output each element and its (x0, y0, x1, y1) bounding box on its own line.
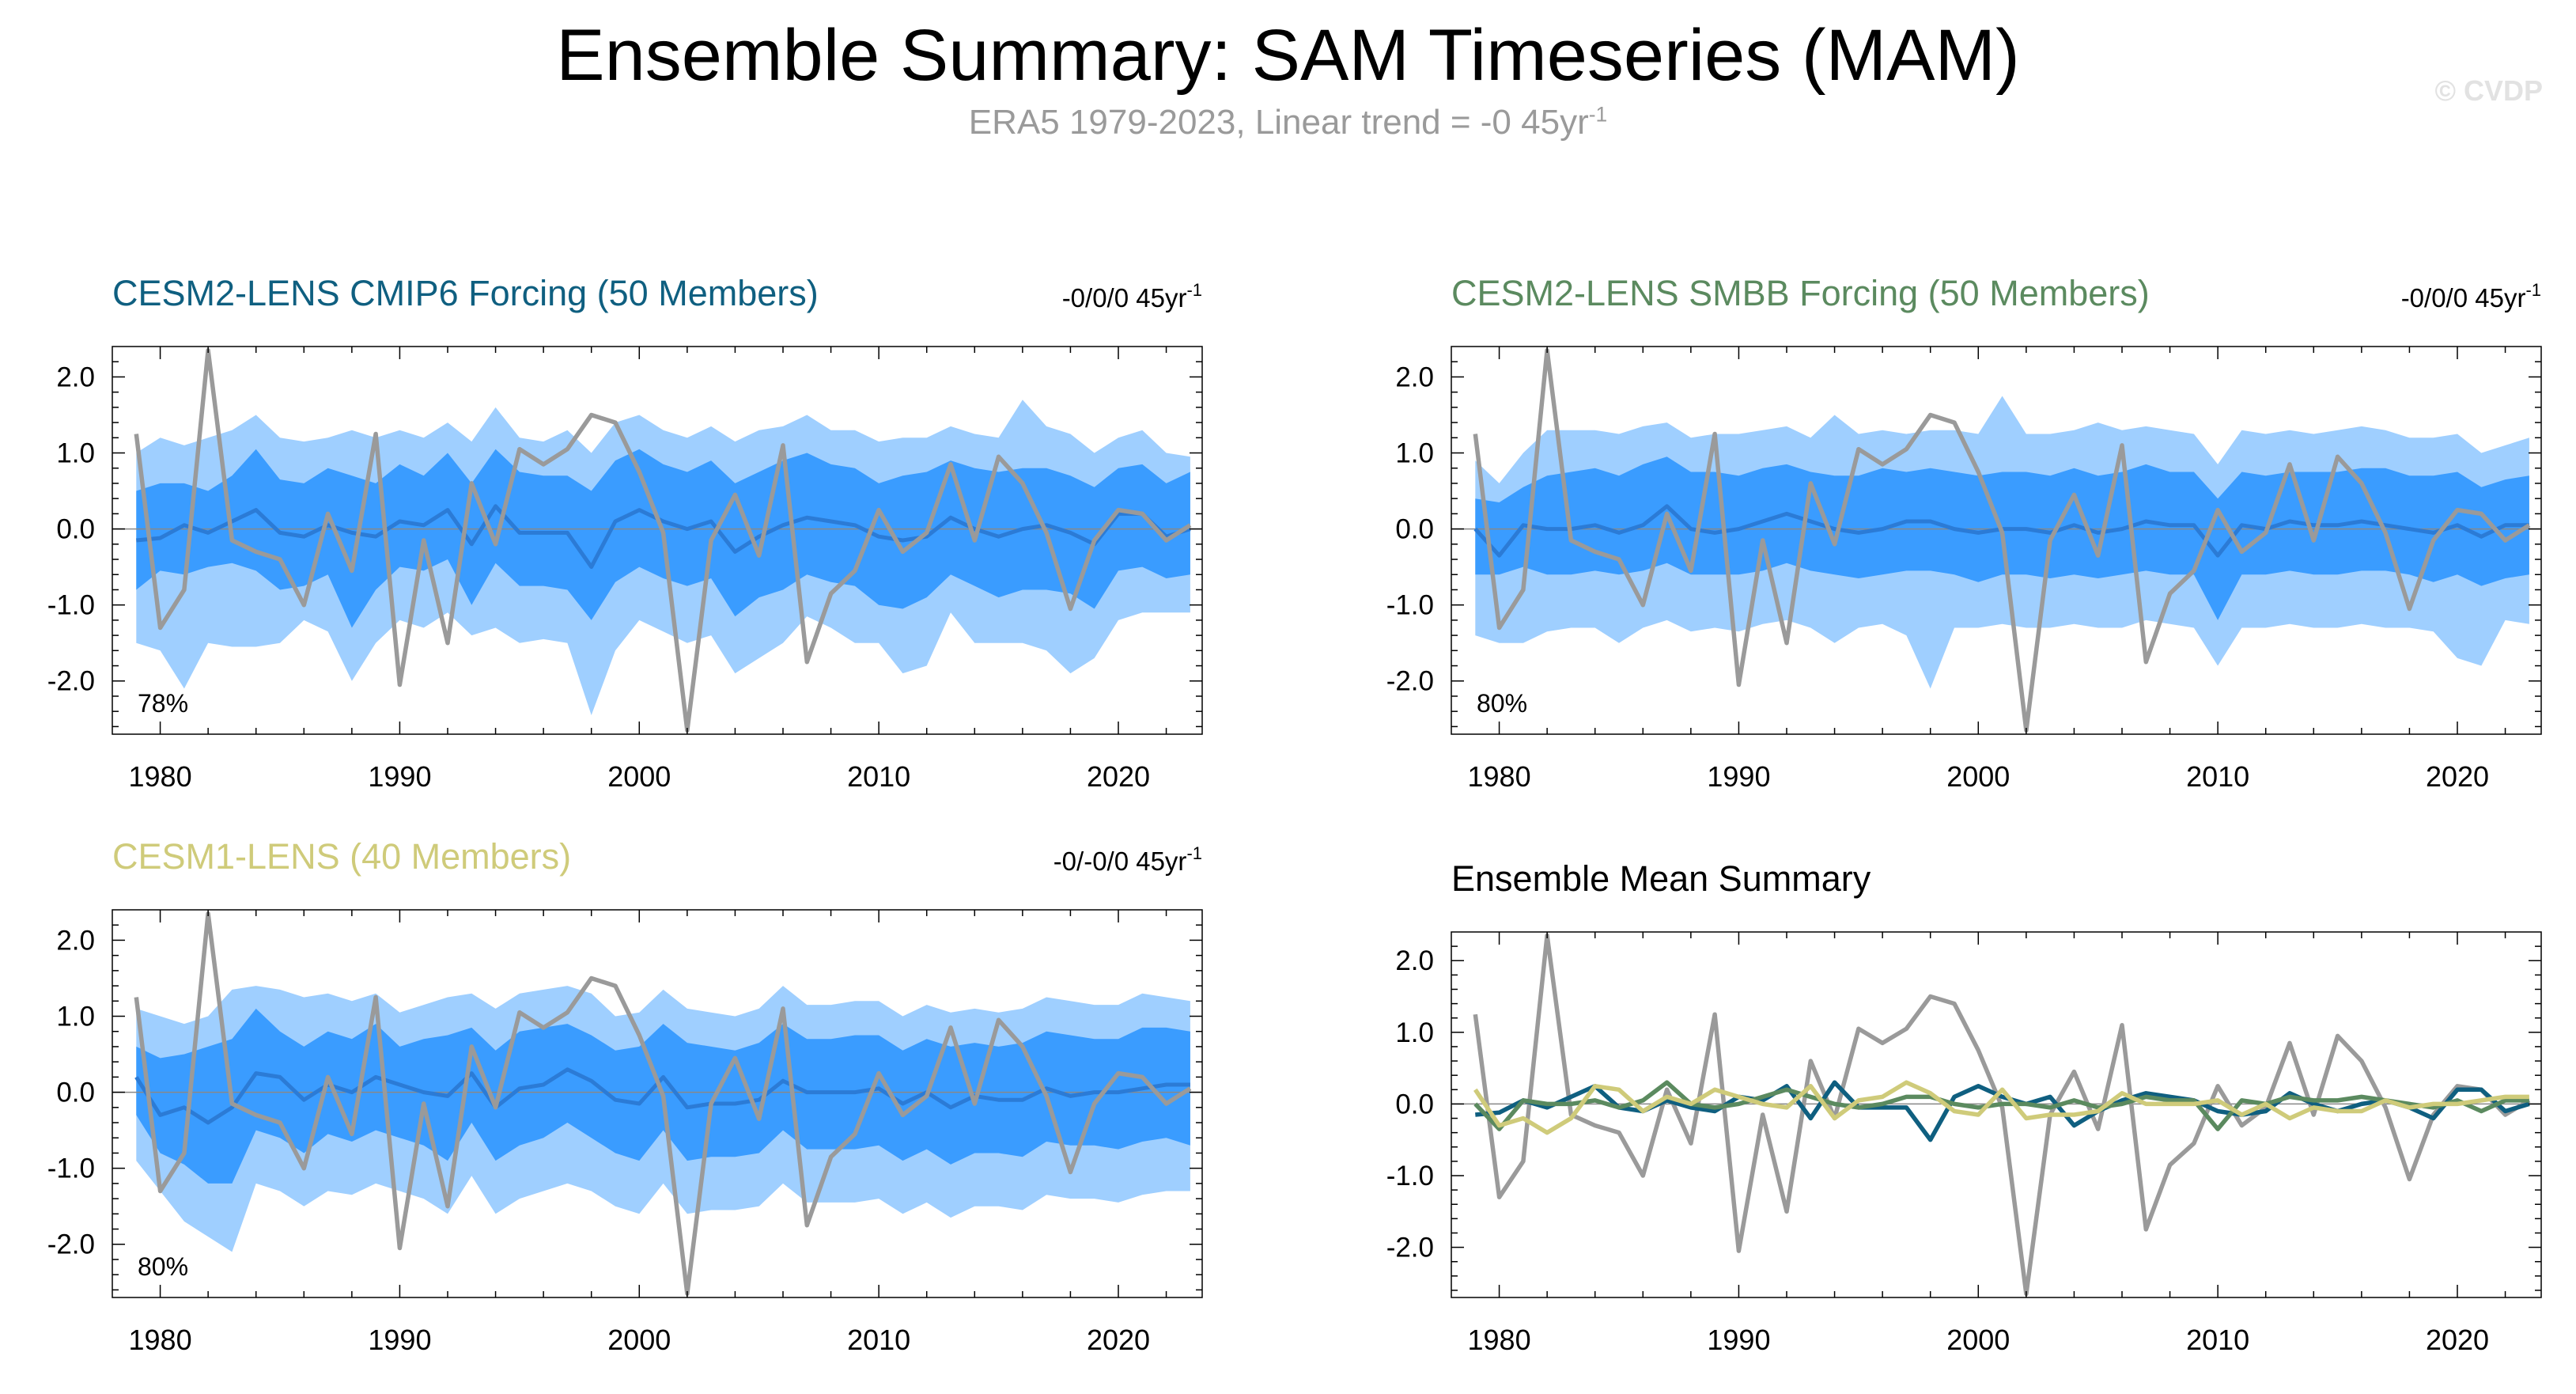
panel-title: CESM2-LENS CMIP6 Forcing (50 Members) (112, 273, 819, 313)
percent-label: 80% (138, 1252, 188, 1281)
y-tick-label: -2.0 (1386, 1233, 1434, 1263)
plot-frame (112, 346, 1203, 735)
trend-label-text: -0/-0/0 45yr (1053, 847, 1187, 876)
x-tick-label: 1980 (129, 1324, 192, 1356)
copyright-watermark: © CVDP (2434, 74, 2543, 107)
x-tick-label: 2020 (1087, 1324, 1150, 1356)
x-tick-label: 2010 (847, 1324, 910, 1356)
x-tick-label: 1980 (129, 760, 192, 793)
y-tick-label: 0.0 (1395, 514, 1434, 545)
y-tick-label: -2.0 (47, 666, 95, 697)
y-tick-label: 0.0 (1395, 1089, 1434, 1119)
trend-label: -0/-0/0 45yr-1 (1053, 843, 1202, 876)
subtitle-text: ERA5 1979-2023, Linear trend = -0 45yr (968, 103, 1589, 142)
y-tick-label: 2.0 (1395, 945, 1434, 976)
y-tick-label: -1.0 (1386, 1161, 1434, 1191)
x-tick-label: 2020 (2426, 760, 2489, 793)
x-tick-label: 1990 (1707, 1324, 1770, 1356)
percent-label: 80% (1477, 689, 1527, 718)
trend-label-superscript: -1 (1186, 280, 1202, 300)
series-line-2 (1473, 1080, 2529, 1131)
trend-label-superscript: -1 (1186, 843, 1202, 863)
y-tick-label: 1.0 (56, 1002, 95, 1032)
y-tick-label: -2.0 (47, 1229, 95, 1260)
y-tick-label: 2.0 (56, 925, 95, 956)
y-tick-label: 1.0 (1395, 1017, 1434, 1048)
observed-line (1473, 348, 2531, 733)
y-tick-label: 0.0 (56, 1078, 95, 1108)
x-tick-label: 2000 (607, 1324, 671, 1356)
y-tick-label: 1.0 (1395, 438, 1434, 469)
y-tick-label: -1.0 (47, 590, 95, 621)
x-tick-label: 1990 (368, 1324, 431, 1356)
series-line-0 (1473, 933, 2531, 1297)
y-tick-label: 2.0 (1395, 362, 1434, 392)
y-tick-label: 2.0 (56, 362, 95, 392)
plot-frame (112, 909, 1203, 1298)
y-tick-label: -1.0 (1386, 590, 1434, 621)
x-tick-label: 1990 (368, 760, 431, 793)
panel-smbb: CESM2-LENS SMBB Forcing (50 Members) -0/0… (1386, 273, 2542, 793)
x-tick-label: 2010 (2186, 1324, 2249, 1356)
x-tick-label: 2000 (1946, 760, 2010, 793)
x-tick-label: 2020 (2426, 1324, 2489, 1356)
observed-line (134, 911, 1192, 1296)
subtitle-superscript: -1 (1588, 102, 1608, 127)
plot-frame (1451, 931, 2542, 1298)
panel-cesm1: CESM1-LENS (40 Members) -0/-0/0 45yr-1 -2.… (47, 836, 1203, 1356)
y-tick-label: 1.0 (56, 438, 95, 469)
x-tick-label: 2000 (607, 760, 671, 793)
trend-label-text: -0/0/0 45yr (2401, 283, 2526, 313)
x-tick-label: 2010 (2186, 760, 2249, 793)
panel-cmip6: CESM2-LENS CMIP6 Forcing (50 Members) -0/… (47, 273, 1203, 793)
x-tick-label: 2010 (847, 760, 910, 793)
ensemble-mean-line (136, 504, 1191, 570)
y-tick-label: 0.0 (56, 514, 95, 545)
y-tick-label: -1.0 (47, 1153, 95, 1184)
x-tick-label: 2020 (1087, 760, 1150, 793)
panel-title: Ensemble Mean Summary (1451, 858, 1871, 899)
ensemble-mean-line (134, 1067, 1190, 1125)
trend-label-text: -0/0/0 45yr (1062, 283, 1187, 313)
figure-subtitle: ERA5 1979-2023, Linear trend = -0 45yr-1 (0, 103, 2576, 142)
x-tick-label: 2000 (1946, 1324, 2010, 1356)
figure-title: Ensemble Summary: SAM Timeseries (MAM) (556, 15, 2020, 96)
observed-line (134, 348, 1192, 733)
plot-frame (1451, 346, 2542, 735)
x-tick-label: 1980 (1468, 760, 1531, 793)
y-tick-label: -2.0 (1386, 666, 1434, 697)
trend-label: -0/0/0 45yr-1 (2401, 280, 2541, 313)
x-tick-label: 1990 (1707, 760, 1770, 793)
x-tick-label: 1980 (1468, 1324, 1531, 1356)
trend-label-superscript: -1 (2525, 280, 2541, 300)
trend-label: -0/0/0 45yr-1 (1062, 280, 1202, 313)
series-line-3 (1473, 1080, 2529, 1135)
percent-label: 78% (138, 689, 188, 718)
panel-summary: Ensemble Mean Summary -2.0 -1.0 0.0 1.0 2.0 19… (1386, 858, 2542, 1356)
panel-title: CESM2-LENS SMBB Forcing (50 Members) (1451, 273, 2150, 313)
panel-title: CESM1-LENS (40 Members) (112, 836, 571, 877)
